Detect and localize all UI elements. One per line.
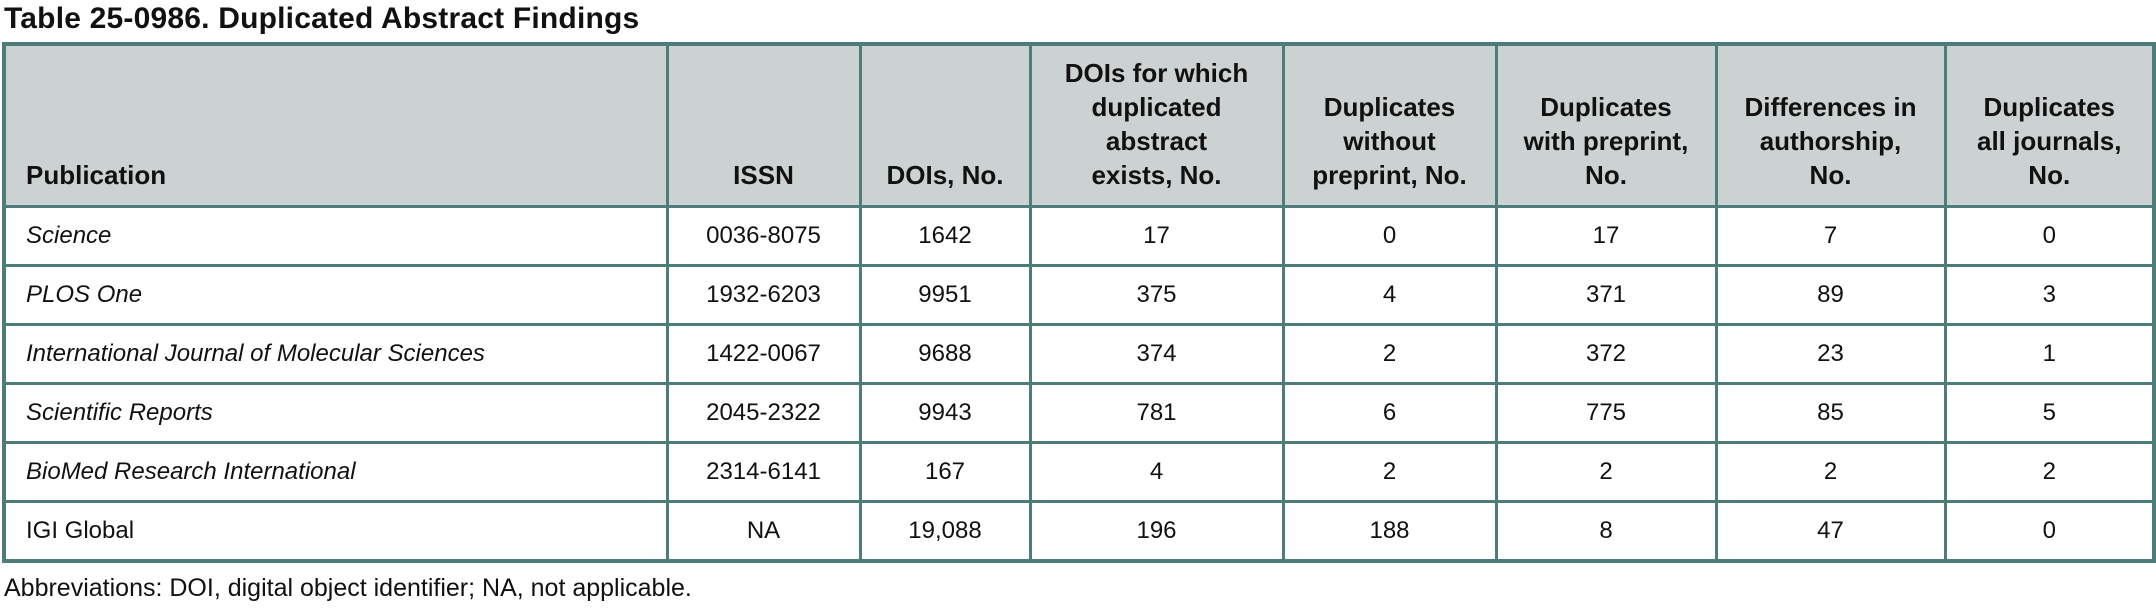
- value-cell: 188: [1281, 500, 1498, 562]
- value-cell: 781: [1028, 382, 1285, 444]
- value-cell: 5: [1943, 382, 2156, 444]
- value-cell: 9688: [858, 323, 1032, 385]
- column-header-4: Duplicates without preprint, No.: [1281, 42, 1498, 208]
- value-cell: 89: [1714, 264, 1947, 326]
- column-header-7: Duplicates all journals, No.: [1943, 42, 2156, 208]
- value-cell: 2045-2322: [665, 382, 862, 444]
- publication-cell: IGI Global: [2, 500, 669, 562]
- publication-cell: International Journal of Molecular Scien…: [2, 323, 669, 385]
- column-header-2: DOIs, No.: [858, 42, 1032, 208]
- value-cell: 19,088: [858, 500, 1032, 562]
- publication-cell: Scientific Reports: [2, 382, 669, 444]
- value-cell: 17: [1028, 205, 1285, 267]
- value-cell: 17: [1494, 205, 1718, 267]
- column-header-1: ISSN: [665, 42, 862, 208]
- value-cell: 4: [1281, 264, 1498, 326]
- table-body: Science 0036-8075 1642 17 0 17 7 0 PLOS One 1932-…: [2, 205, 2156, 562]
- value-cell: 374: [1028, 323, 1285, 385]
- table-row: Scientific Reports 2045-2322 9943 781 6 775 85…: [2, 382, 2156, 444]
- column-header-3: DOIs for which duplicated abstract exist…: [1028, 42, 1285, 208]
- findings-table: Publication ISSN DOIs, No. DOIs for which d…: [2, 42, 2156, 563]
- value-cell: 6: [1281, 382, 1498, 444]
- table-row: IGI Global NA 19,088 196 188 8 47 0: [2, 500, 2156, 562]
- value-cell: 0: [1281, 205, 1498, 267]
- value-cell: 9951: [858, 264, 1032, 326]
- value-cell: 2: [1714, 441, 1947, 503]
- abbreviations-note: Abbreviations: DOI, digital object ident…: [4, 573, 692, 602]
- value-cell: 4: [1028, 441, 1285, 503]
- value-cell: 2: [1494, 441, 1718, 503]
- column-header-6: Differences in authorship, No.: [1714, 42, 1947, 208]
- publication-cell: Science: [2, 205, 669, 267]
- table-row: PLOS One 1932-6203 9951 375 4 371 89 3: [2, 264, 2156, 326]
- value-cell: 372: [1494, 323, 1718, 385]
- value-cell: 1642: [858, 205, 1032, 267]
- value-cell: 775: [1494, 382, 1718, 444]
- value-cell: 196: [1028, 500, 1285, 562]
- column-header-5: Duplicates with preprint, No.: [1494, 42, 1718, 208]
- publication-cell: BioMed Research International: [2, 441, 669, 503]
- value-cell: 7: [1714, 205, 1947, 267]
- value-cell: 3: [1943, 264, 2156, 326]
- value-cell: 2: [1943, 441, 2156, 503]
- table-header: Publication ISSN DOIs, No. DOIs for which d…: [2, 42, 2156, 208]
- value-cell: 9943: [858, 382, 1032, 444]
- value-cell: 23: [1714, 323, 1947, 385]
- header-row: Publication ISSN DOIs, No. DOIs for which d…: [2, 42, 2156, 208]
- value-cell: 2314-6141: [665, 441, 862, 503]
- value-cell: 1422-0067: [665, 323, 862, 385]
- table-row: Science 0036-8075 1642 17 0 17 7 0: [2, 205, 2156, 267]
- value-cell: 2: [1281, 441, 1498, 503]
- value-cell: 375: [1028, 264, 1285, 326]
- value-cell: 371: [1494, 264, 1718, 326]
- value-cell: 1: [1943, 323, 2156, 385]
- value-cell: 1932-6203: [665, 264, 862, 326]
- table-row: BioMed Research International 2314-6141 16…: [2, 441, 2156, 503]
- column-header-0: Publication: [2, 42, 669, 208]
- value-cell: 85: [1714, 382, 1947, 444]
- value-cell: 167: [858, 441, 1032, 503]
- value-cell: NA: [665, 500, 862, 562]
- value-cell: 2: [1281, 323, 1498, 385]
- table-title: Table 25-0986. Duplicated Abstract Findi…: [4, 2, 640, 35]
- value-cell: 0: [1943, 500, 2156, 562]
- value-cell: 8: [1494, 500, 1718, 562]
- value-cell: 0: [1943, 205, 2156, 267]
- table-row: International Journal of Molecular Scien…: [2, 323, 2156, 385]
- publication-cell: PLOS One: [2, 264, 669, 326]
- value-cell: 0036-8075: [665, 205, 862, 267]
- value-cell: 47: [1714, 500, 1947, 562]
